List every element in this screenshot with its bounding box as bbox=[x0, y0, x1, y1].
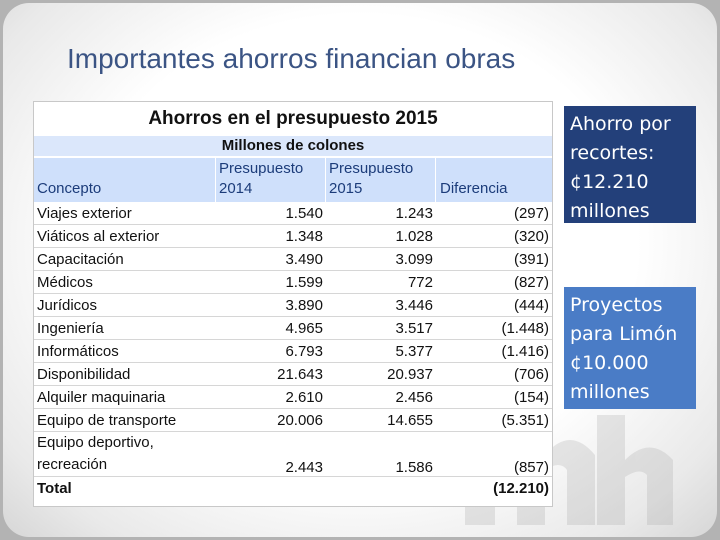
row-budget-2015: 1.243 bbox=[326, 202, 436, 225]
table-row: Disponibilidad 21.643 20.937 (706) bbox=[34, 362, 552, 386]
row-concept: Viajes exterior bbox=[34, 202, 216, 225]
total-row: Total (12.210) bbox=[34, 476, 552, 499]
header-concept: Concepto bbox=[34, 158, 215, 202]
row-concept: Alquiler maquinaria bbox=[34, 385, 216, 409]
row-budget-2014: 2.610 bbox=[216, 385, 326, 409]
slide: Importantes ahorros financian obras Ahor… bbox=[3, 3, 717, 537]
total-difference: (12.210) bbox=[436, 476, 552, 499]
header-budget-2014: Presupuesto 2014 bbox=[216, 158, 325, 202]
table-heading: Ahorros en el presupuesto 2015 bbox=[148, 108, 438, 129]
row-budget-2015: 14.655 bbox=[326, 408, 436, 432]
row-budget-2015: 772 bbox=[326, 270, 436, 294]
table-row: Capacitación 3.490 3.099 (391) bbox=[34, 247, 552, 271]
total-label: Total bbox=[34, 476, 216, 499]
row-concept: Capacitación bbox=[34, 247, 216, 271]
savings-table: Ahorros en el presupuesto 2015 Millones … bbox=[33, 101, 553, 507]
row-budget-2015: 1.028 bbox=[326, 224, 436, 248]
table-row: Informáticos 6.793 5.377 (1.416) bbox=[34, 339, 552, 363]
table-row: Ingeniería 4.965 3.517 (1.448) bbox=[34, 316, 552, 340]
data-table: Viajes exterior 1.540 1.243 (297) Viáticos … bbox=[34, 202, 552, 499]
row-difference: (297) bbox=[436, 202, 552, 225]
row-concept: Disponibilidad bbox=[34, 362, 216, 386]
table-row: Viajes exterior 1.540 1.243 (297) bbox=[34, 202, 552, 225]
row-concept: Informáticos bbox=[34, 339, 216, 363]
projects-callout: Proyectos para Limón ¢10.000 millones bbox=[564, 287, 696, 409]
slide-title: Importantes ahorros financian obras bbox=[67, 43, 516, 74]
table-row: Equipo de transporte 20.006 14.655 (5.351) bbox=[34, 408, 552, 432]
row-budget-2015: 3.517 bbox=[326, 316, 436, 340]
row-budget-2014: 3.890 bbox=[216, 293, 326, 317]
row-budget-2014: 1.599 bbox=[216, 270, 326, 294]
savings-callout: Ahorro por recortes: ¢12.210 millones bbox=[564, 106, 696, 223]
row-difference: (444) bbox=[436, 293, 552, 317]
total-empty-2014 bbox=[216, 476, 326, 499]
header-concept-label: Concepto bbox=[37, 180, 102, 197]
row-difference: (154) bbox=[436, 385, 552, 409]
header-budget-2014-line2: 2014 bbox=[219, 180, 253, 197]
row-budget-2014: 20.006 bbox=[216, 408, 326, 432]
header-budget-2015-line2: 2015 bbox=[329, 180, 363, 197]
row-difference: (706) bbox=[436, 362, 552, 386]
row-budget-2014: 1.348 bbox=[216, 224, 326, 248]
row-concept: Jurídicos bbox=[34, 293, 216, 317]
row-difference: (1.416) bbox=[436, 339, 552, 363]
table-row: Alquiler maquinaria 2.610 2.456 (154) bbox=[34, 385, 552, 409]
header-budget-2015: Presupuesto 2015 bbox=[326, 158, 435, 202]
table-row: Viáticos al exterior 1.348 1.028 (320) bbox=[34, 224, 552, 248]
header-difference: Diferencia bbox=[436, 158, 552, 202]
row-budget-2014: 3.490 bbox=[216, 247, 326, 271]
row-concept: Viáticos al exterior bbox=[34, 224, 216, 248]
row-concept: Ingeniería bbox=[34, 316, 216, 340]
row-difference: (5.351) bbox=[436, 408, 552, 432]
row-budget-2015: 3.099 bbox=[326, 247, 436, 271]
row-difference: (320) bbox=[436, 224, 552, 248]
table-row: Equipo deportivo, recreación 2.443 1.586 (8… bbox=[34, 431, 552, 477]
row-budget-2015: 2.456 bbox=[326, 385, 436, 409]
row-difference: (827) bbox=[436, 270, 552, 294]
row-budget-2015: 5.377 bbox=[326, 339, 436, 363]
table-row: Médicos 1.599 772 (827) bbox=[34, 270, 552, 294]
total-empty-2015 bbox=[326, 476, 436, 499]
table-subheading: Millones de colones bbox=[34, 136, 552, 156]
table-row: Jurídicos 3.890 3.446 (444) bbox=[34, 293, 552, 317]
header-budget-2015-line1: Presupuesto bbox=[329, 160, 414, 177]
row-concept: Equipo de transporte bbox=[34, 408, 216, 432]
row-difference: (857) bbox=[436, 431, 552, 477]
row-budget-2014: 21.643 bbox=[216, 362, 326, 386]
row-budget-2015: 3.446 bbox=[326, 293, 436, 317]
row-budget-2014: 4.965 bbox=[216, 316, 326, 340]
row-difference: (1.448) bbox=[436, 316, 552, 340]
row-concept: Equipo deportivo, recreación bbox=[34, 431, 216, 477]
row-budget-2015: 20.937 bbox=[326, 362, 436, 386]
row-budget-2015: 1.586 bbox=[326, 431, 436, 477]
row-budget-2014: 2.443 bbox=[216, 431, 326, 477]
row-difference: (391) bbox=[436, 247, 552, 271]
header-budget-2014-line1: Presupuesto bbox=[219, 160, 304, 177]
row-budget-2014: 6.793 bbox=[216, 339, 326, 363]
header-difference-label: Diferencia bbox=[440, 180, 508, 197]
row-concept: Médicos bbox=[34, 270, 216, 294]
row-budget-2014: 1.540 bbox=[216, 202, 326, 225]
